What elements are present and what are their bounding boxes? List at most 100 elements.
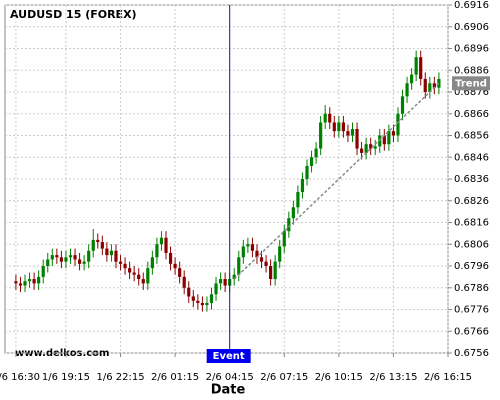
candle-body bbox=[309, 157, 314, 166]
y-tick-label: 0.6906 bbox=[454, 22, 489, 33]
candle-body bbox=[50, 255, 54, 260]
candle-body bbox=[173, 263, 177, 269]
y-tick-label: 0.6826 bbox=[454, 196, 489, 207]
candle-body bbox=[141, 279, 145, 284]
candle-body bbox=[155, 244, 159, 258]
candle-body bbox=[314, 148, 318, 158]
candle-body bbox=[168, 252, 173, 264]
candle-body bbox=[73, 255, 77, 260]
x-tick-label: 2/6 01:15 bbox=[151, 372, 199, 383]
candle-body bbox=[118, 261, 123, 264]
y-tick-label: 0.6916 bbox=[454, 0, 489, 11]
candle-body bbox=[27, 279, 32, 282]
x-tick-label: 2/6 07:15 bbox=[260, 372, 308, 383]
candle-body bbox=[323, 113, 327, 123]
y-tick-label: 0.6806 bbox=[454, 239, 489, 250]
x-tick-label: 2/6 13:15 bbox=[369, 372, 417, 383]
candle-body bbox=[269, 266, 273, 280]
candle-body bbox=[300, 179, 305, 193]
x-tick-label: 2/6 16:30 bbox=[0, 372, 40, 383]
candle-body bbox=[55, 255, 59, 258]
candle-body bbox=[191, 296, 195, 301]
candle-body bbox=[419, 57, 423, 79]
y-tick-label: 0.6886 bbox=[454, 65, 489, 76]
candle-body bbox=[96, 239, 100, 243]
candle-body bbox=[437, 78, 441, 88]
candle-body bbox=[218, 279, 223, 284]
candle-body bbox=[64, 257, 68, 262]
candle-body bbox=[359, 148, 364, 153]
candle-body bbox=[264, 261, 268, 266]
candle-body bbox=[396, 113, 400, 136]
y-tick-label: 0.6816 bbox=[454, 218, 489, 229]
candle-body bbox=[146, 268, 150, 284]
y-tick-label: 0.6776 bbox=[454, 305, 489, 316]
candle-body bbox=[182, 276, 186, 288]
candle-body bbox=[259, 257, 264, 262]
candle-body bbox=[150, 257, 154, 269]
candle-body bbox=[400, 96, 405, 114]
y-tick-label: 0.6876 bbox=[454, 87, 489, 98]
candle-body bbox=[200, 302, 204, 306]
candle-body bbox=[423, 78, 427, 92]
candle-body bbox=[328, 113, 332, 123]
event-label-box bbox=[206, 349, 251, 363]
candle-body bbox=[100, 242, 104, 249]
candle-body bbox=[382, 135, 386, 145]
candle-body bbox=[373, 146, 377, 149]
candle-body bbox=[405, 83, 409, 97]
y-tick-label: 0.6836 bbox=[454, 174, 489, 185]
candle-body bbox=[296, 192, 300, 208]
chart-title: AUDUSD 15 (FOREX) bbox=[10, 8, 137, 21]
candle-body bbox=[369, 144, 373, 149]
candle-body bbox=[278, 246, 282, 262]
trend-label: Trend bbox=[455, 78, 487, 89]
y-tick-label: 0.6756 bbox=[454, 348, 489, 359]
candle-body bbox=[123, 263, 127, 269]
y-tick-label: 0.6856 bbox=[454, 131, 489, 142]
y-tick-label: 0.6846 bbox=[454, 152, 489, 163]
candle-body bbox=[410, 74, 414, 84]
candle-body bbox=[232, 274, 236, 280]
candle-body bbox=[319, 122, 323, 149]
candle-body bbox=[378, 135, 382, 147]
candle-body bbox=[273, 261, 277, 280]
x-tick-label: 2/6 10:15 bbox=[315, 372, 363, 383]
candle-body bbox=[255, 250, 259, 258]
candle-body bbox=[391, 131, 396, 136]
x-tick-label: 2/6 04:15 bbox=[206, 372, 254, 383]
candle-body bbox=[46, 259, 50, 266]
candle-body bbox=[109, 250, 114, 256]
candle-body bbox=[114, 250, 118, 262]
candle-body bbox=[287, 218, 291, 232]
candle-body bbox=[282, 231, 286, 247]
candle-body bbox=[178, 268, 182, 277]
y-tick-label: 0.6766 bbox=[454, 326, 489, 337]
candle-body bbox=[214, 283, 218, 295]
candle-body bbox=[387, 131, 391, 145]
candle-body bbox=[432, 83, 436, 88]
candle-body bbox=[87, 250, 91, 262]
candle-body bbox=[159, 237, 164, 245]
y-tick-label: 0.6786 bbox=[454, 283, 489, 294]
candle-body bbox=[355, 128, 359, 149]
candle-body bbox=[91, 239, 95, 251]
candle-body bbox=[132, 272, 136, 275]
candle-body bbox=[414, 57, 418, 75]
candle-body bbox=[187, 287, 191, 297]
candle-body bbox=[250, 244, 255, 251]
candle-body bbox=[196, 300, 200, 303]
x-tick-label: 1/6 22:15 bbox=[96, 372, 144, 383]
y-tick-label: 0.6796 bbox=[454, 261, 489, 272]
candle-body bbox=[14, 281, 18, 284]
candle-body bbox=[205, 302, 209, 306]
candle-body bbox=[77, 259, 82, 264]
event-label: Event bbox=[213, 351, 245, 362]
candle-body bbox=[364, 144, 368, 153]
candle-body bbox=[41, 266, 45, 277]
candle-body bbox=[105, 248, 109, 256]
candle-body bbox=[164, 237, 168, 253]
candle-body bbox=[428, 83, 432, 92]
candle-body bbox=[209, 294, 214, 303]
